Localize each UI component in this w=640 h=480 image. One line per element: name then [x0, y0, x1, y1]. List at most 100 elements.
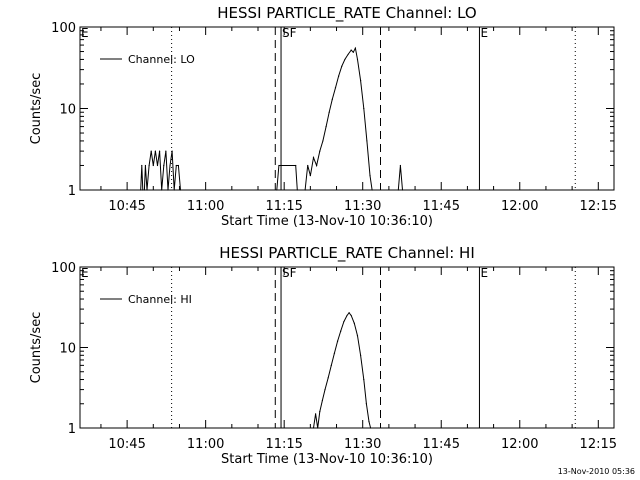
x-tick-label: 11:45	[423, 199, 460, 214]
y-tick-label: 10	[59, 103, 76, 118]
data-point	[165, 150, 167, 152]
data-point	[317, 427, 319, 429]
data-point	[354, 47, 356, 49]
y-tick-label: 100	[51, 261, 76, 276]
data-point	[338, 75, 340, 77]
series-line	[140, 46, 403, 191]
data-point	[369, 175, 371, 177]
data-point	[179, 189, 182, 191]
x-tick-label: 11:00	[187, 199, 224, 214]
y-tick-label: 1	[68, 422, 76, 437]
data-point	[150, 150, 152, 152]
data-point	[346, 314, 348, 317]
footer-stamp: 13-Nov-2010 05:36	[558, 467, 635, 476]
data-point	[325, 125, 327, 128]
data-point	[173, 189, 175, 191]
data-point	[175, 164, 177, 167]
y-tick-label: 100	[51, 21, 76, 36]
data-point	[397, 189, 399, 191]
legend-label: Channel: HI	[128, 293, 192, 306]
data-point	[333, 352, 336, 354]
data-point	[148, 164, 150, 167]
legend-label: Channel: LO	[128, 53, 195, 66]
chart-panel-2: HESSI PARTICLE_RATE Channel: HI 10:45 11:0…	[29, 244, 617, 467]
marker-label: SF	[282, 266, 297, 280]
x-tick-label: 11:30	[344, 199, 381, 214]
data-point	[348, 312, 350, 314]
data-point	[368, 421, 370, 423]
data-point	[321, 399, 323, 402]
x-tick-label: 10:45	[108, 437, 145, 452]
data-point	[146, 189, 148, 191]
data-point	[334, 87, 337, 89]
data-point	[353, 322, 355, 324]
data-point	[331, 98, 333, 100]
data-point	[167, 189, 169, 191]
marker-label: E	[480, 26, 488, 40]
data-point	[340, 330, 342, 332]
data-point	[309, 175, 311, 177]
data-point	[312, 427, 315, 429]
data-point	[177, 164, 180, 167]
data-point	[154, 150, 156, 152]
data-point	[158, 150, 161, 152]
chart-title: HESSI PARTICLE_RATE Channel: LO	[217, 4, 476, 23]
data-point	[295, 164, 297, 167]
chart-panel-1: HESSI PARTICLE_RATE Channel: LO 10:45 11:0…	[29, 4, 617, 229]
data-point	[401, 189, 404, 191]
x-tick-label: 11:00	[187, 437, 224, 452]
data-point	[296, 189, 298, 191]
data-point	[316, 164, 318, 167]
data-point	[363, 378, 365, 381]
y-axis-label: Counts/sec	[29, 312, 44, 384]
x-tick-label: 12:15	[580, 437, 617, 452]
x-tick-label: 11:15	[265, 437, 302, 452]
x-axis-label: Start Time (13-Nov-10 10:36:10)	[221, 214, 433, 229]
data-point	[356, 58, 359, 61]
y-tick-label: 1	[68, 184, 76, 199]
marker-label: SF	[282, 26, 297, 40]
data-point	[156, 164, 159, 167]
data-point	[169, 164, 171, 167]
marker-label: E	[81, 266, 89, 280]
data-point	[304, 189, 306, 191]
data-point	[371, 189, 373, 191]
data-point	[365, 403, 367, 405]
data-point	[360, 79, 362, 82]
data-point	[161, 189, 163, 191]
data-point	[350, 314, 352, 317]
series-line	[313, 311, 372, 429]
x-tick-label: 12:15	[580, 199, 617, 214]
data-point	[341, 65, 343, 67]
data-point	[347, 53, 349, 56]
data-point	[324, 388, 326, 391]
data-point	[336, 340, 339, 342]
data-point	[343, 320, 345, 323]
data-point	[328, 111, 330, 113]
x-tick-label: 12:00	[501, 199, 538, 214]
data-point	[163, 164, 165, 167]
data-point	[399, 164, 401, 167]
data-point	[319, 150, 321, 152]
plot-frame	[79, 266, 615, 429]
data-point	[322, 140, 324, 142]
data-point	[144, 164, 147, 167]
data-point	[171, 150, 173, 152]
data-point	[276, 189, 278, 191]
x-tick-label: 11:45	[423, 437, 460, 452]
data-point	[363, 107, 365, 110]
x-tick-label: 11:30	[344, 437, 381, 452]
data-point	[307, 164, 309, 167]
data-point	[344, 58, 346, 61]
data-point	[312, 156, 315, 159]
data-point	[140, 189, 142, 191]
x-tick-label: 12:00	[501, 437, 538, 452]
x-axis-label: Start Time (13-Nov-10 10:36:10)	[221, 452, 433, 467]
x-tick-label: 11:15	[265, 199, 302, 214]
data-point	[278, 164, 280, 167]
y-tick-label: 10	[59, 342, 76, 357]
data-point	[356, 335, 359, 337]
data-point	[350, 49, 352, 51]
data-point	[352, 51, 354, 53]
data-point	[360, 354, 362, 356]
